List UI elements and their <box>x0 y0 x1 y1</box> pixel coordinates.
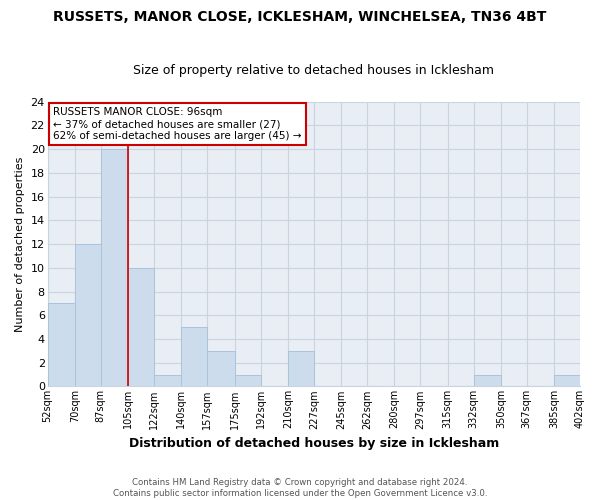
X-axis label: Distribution of detached houses by size in Icklesham: Distribution of detached houses by size … <box>128 437 499 450</box>
Bar <box>128 268 154 386</box>
Title: Size of property relative to detached houses in Icklesham: Size of property relative to detached ho… <box>133 64 494 77</box>
Bar <box>181 327 208 386</box>
Bar <box>154 374 181 386</box>
Text: Contains HM Land Registry data © Crown copyright and database right 2024.
Contai: Contains HM Land Registry data © Crown c… <box>113 478 487 498</box>
Text: RUSSETS, MANOR CLOSE, ICKLESHAM, WINCHELSEA, TN36 4BT: RUSSETS, MANOR CLOSE, ICKLESHAM, WINCHEL… <box>53 10 547 24</box>
Text: RUSSETS MANOR CLOSE: 96sqm
← 37% of detached houses are smaller (27)
62% of semi: RUSSETS MANOR CLOSE: 96sqm ← 37% of deta… <box>53 108 301 140</box>
Bar <box>47 304 75 386</box>
Bar <box>101 149 128 386</box>
Y-axis label: Number of detached properties: Number of detached properties <box>15 156 25 332</box>
Bar <box>75 244 101 386</box>
Bar <box>473 374 501 386</box>
Bar <box>554 374 580 386</box>
Bar <box>288 351 314 386</box>
Bar <box>208 351 235 386</box>
Bar <box>235 374 260 386</box>
